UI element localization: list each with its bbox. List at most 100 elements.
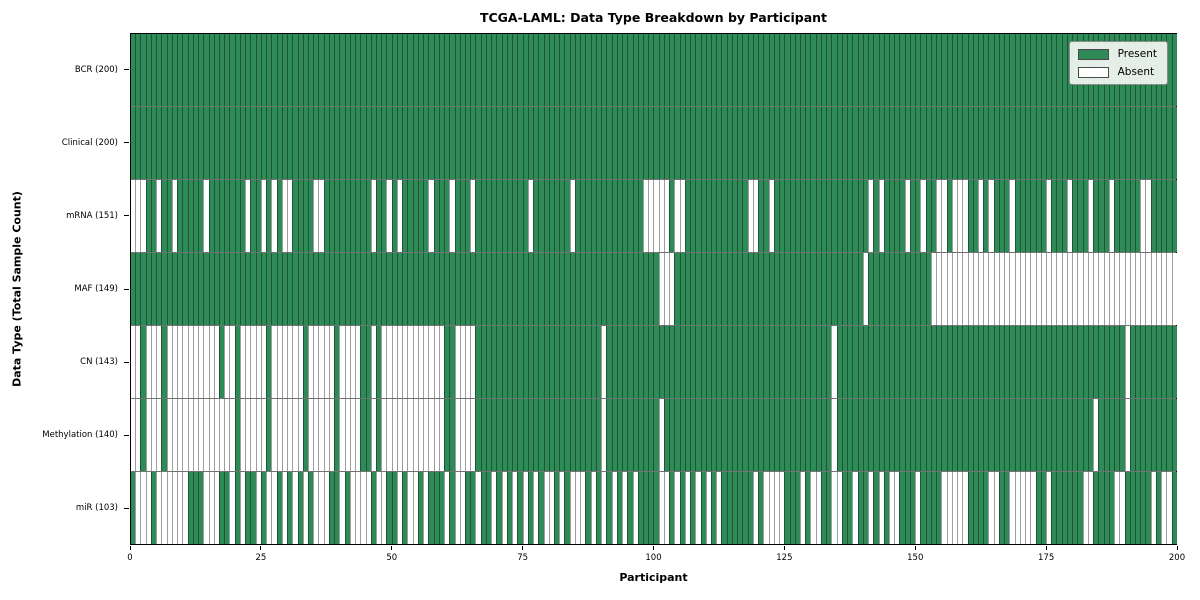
heatmap-cell (946, 472, 952, 544)
chart-title: TCGA-LAML: Data Type Breakdown by Partic… (479, 10, 828, 25)
heatmap-cell (684, 34, 691, 106)
heatmap-cell (716, 107, 722, 179)
heatmap-cell (826, 107, 832, 179)
heatmap-cell (1082, 326, 1088, 398)
heatmap-cell (428, 253, 434, 325)
heatmap-cell (376, 399, 382, 471)
heatmap-cell (485, 399, 492, 471)
heatmap-cell (250, 34, 256, 106)
heatmap-cell (203, 472, 209, 544)
heatmap-cell (1046, 326, 1052, 398)
heatmap-cell (962, 326, 968, 398)
heatmap-cell (1072, 107, 1078, 179)
heatmap-cell (711, 180, 717, 252)
heatmap-cell (198, 399, 204, 471)
heatmap-cell (491, 253, 497, 325)
heatmap-cell (538, 107, 544, 179)
heatmap-cell (501, 326, 507, 398)
heatmap-cell (192, 34, 199, 106)
heatmap-cell (302, 472, 308, 544)
heatmap-cell (962, 107, 968, 179)
heatmap-cell (962, 399, 968, 471)
heatmap-cell (412, 472, 418, 544)
heatmap-cell (1077, 472, 1083, 544)
heatmap-cell (276, 326, 282, 398)
heatmap-cell (820, 399, 827, 471)
heatmap-cell (171, 399, 178, 471)
heatmap-cell (1145, 107, 1151, 179)
heatmap-cell (381, 472, 387, 544)
heatmap-cell (1040, 253, 1047, 325)
heatmap-cell (894, 326, 900, 398)
heatmap-cell (449, 326, 455, 398)
heatmap-cell (328, 180, 335, 252)
y-tick-label: mRNA (151) (66, 210, 118, 221)
heatmap-cell (983, 472, 989, 544)
heatmap-cell (601, 399, 607, 471)
heatmap-cell (820, 180, 827, 252)
heatmap-cell (967, 399, 973, 471)
heatmap-cell (653, 253, 659, 325)
heatmap-cell (208, 107, 214, 179)
heatmap-cell (758, 107, 764, 179)
heatmap-cell (726, 180, 732, 252)
heatmap-cell (177, 472, 183, 544)
heatmap-cell (784, 107, 790, 179)
heatmap-cell (847, 326, 853, 398)
heatmap-cell (1035, 34, 1041, 106)
heatmap-cell (1119, 180, 1125, 252)
heatmap-cell (334, 107, 340, 179)
heatmap-cell (831, 399, 837, 471)
heatmap-cell (1072, 326, 1078, 398)
heatmap-cell (878, 107, 884, 179)
heatmap-cell (993, 180, 999, 252)
heatmap-cell (585, 399, 591, 471)
heatmap-cell (287, 107, 293, 179)
heatmap-cell (480, 34, 486, 106)
heatmap-cell (391, 253, 397, 325)
heatmap-cell (313, 399, 319, 471)
heatmap-cell (255, 34, 261, 106)
heatmap-cell (313, 253, 319, 325)
heatmap-cell (1061, 472, 1067, 544)
heatmap-cell (271, 34, 277, 106)
heatmap-cell (648, 253, 654, 325)
heatmap-cell (700, 253, 706, 325)
heatmap-cell (1051, 34, 1057, 106)
heatmap-cell (1030, 472, 1036, 544)
heatmap-cell (386, 180, 392, 252)
heatmap-cell (417, 253, 424, 325)
heatmap-cell (491, 34, 497, 106)
x-tick-label: 125 (776, 553, 793, 563)
heatmap-cell (763, 326, 769, 398)
heatmap-cell (810, 253, 816, 325)
heatmap-cell (559, 107, 565, 179)
heatmap-cell (260, 107, 267, 179)
heatmap-cell (1061, 107, 1067, 179)
heatmap-cell (307, 399, 314, 471)
heatmap-cell (302, 253, 308, 325)
heatmap-cell (1035, 326, 1041, 398)
heatmap-cell (852, 326, 858, 398)
heatmap-cell (177, 34, 183, 106)
heatmap-cell (454, 399, 460, 471)
heatmap-cell (904, 399, 910, 471)
heatmap-cell (198, 472, 204, 544)
heatmap-cell (820, 107, 827, 179)
heatmap-cell (1114, 399, 1120, 471)
heatmap-cell (433, 326, 439, 398)
heatmap-cell (491, 472, 497, 544)
heatmap-cell (485, 326, 492, 398)
heatmap-cell (135, 472, 141, 544)
heatmap-cell (972, 399, 978, 471)
heatmap-cell (820, 472, 827, 544)
heatmap-cell (266, 34, 272, 106)
heatmap-cell (381, 399, 387, 471)
heatmap-cell (271, 326, 277, 398)
heatmap-cell (177, 180, 183, 252)
heatmap-cell (1140, 107, 1146, 179)
heatmap-cell (1129, 253, 1135, 325)
heatmap-cell (423, 34, 429, 106)
heatmap-cell (239, 326, 246, 398)
heatmap-cell (360, 253, 366, 325)
